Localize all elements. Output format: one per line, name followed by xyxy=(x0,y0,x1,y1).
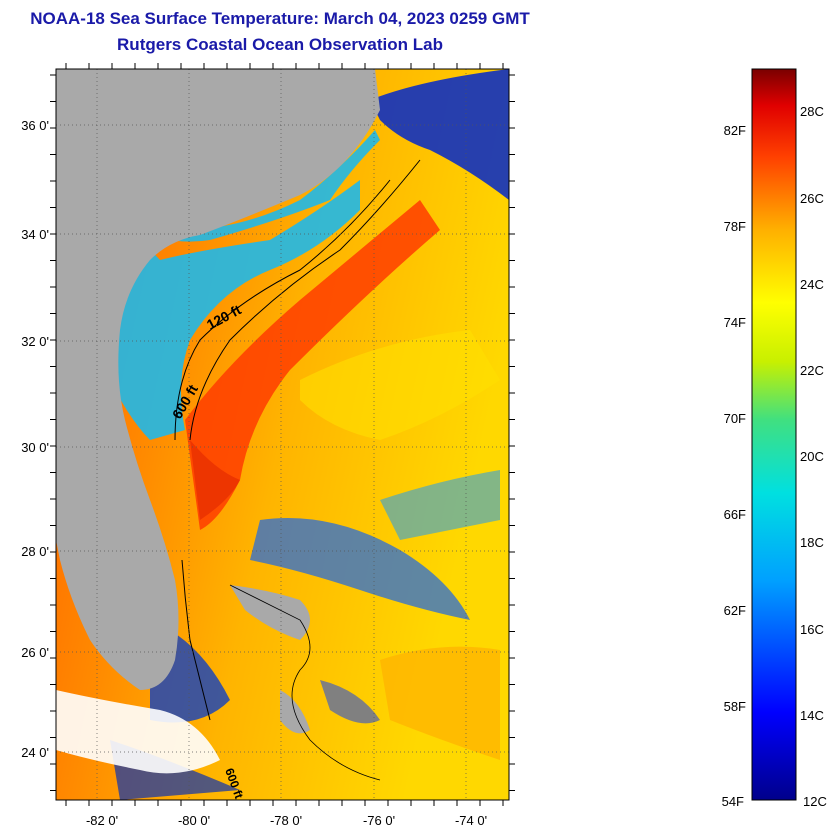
lon-label: -82 0' xyxy=(86,813,118,828)
colorbar-c-label: 16C xyxy=(800,622,824,637)
map-subtitle: Rutgers Coastal Ocean Observation Lab xyxy=(117,35,443,54)
lon-label: -76 0' xyxy=(363,813,395,828)
lon-label: -80 0' xyxy=(178,813,210,828)
colorbar-f-label: 78F xyxy=(724,219,746,234)
colorbar-f-label: 54F xyxy=(722,794,744,809)
coastal-shelf xyxy=(56,130,380,440)
gulf-stream xyxy=(185,200,440,530)
colorbar-c-label: 22C xyxy=(800,363,824,378)
colorbar-c-label: 20C xyxy=(800,449,824,464)
cold-water-north xyxy=(370,69,509,200)
lat-label: 36 0' xyxy=(21,118,49,133)
colorbar-c-label: 24C xyxy=(800,277,824,292)
colorbar-f-label: 70F xyxy=(724,411,746,426)
colorbar-f-label: 58F xyxy=(724,699,746,714)
colorbar-c-label: 18C xyxy=(800,535,824,550)
colorbar-c-label: 14C xyxy=(800,708,824,723)
lat-label: 24 0' xyxy=(21,745,49,760)
colorbar-c-label: 12C xyxy=(803,794,827,809)
lat-label: 34 0' xyxy=(21,227,49,242)
contour-120ft xyxy=(174,179,391,441)
lat-label: 32 0' xyxy=(21,334,49,349)
lat-label: 30 0' xyxy=(21,440,49,455)
contour-600ft xyxy=(189,159,421,441)
lon-label: -78 0' xyxy=(270,813,302,828)
lat-label: 28 0' xyxy=(21,544,49,559)
colorbar xyxy=(751,68,797,801)
colorbar-c-label: 28C xyxy=(800,104,824,119)
colorbar-f-label: 66F xyxy=(724,507,746,522)
colorbar-f-label: 82F xyxy=(724,123,746,138)
lon-label: -74 0' xyxy=(455,813,487,828)
colorbar-c-label: 26C xyxy=(800,191,824,206)
colorbar-f-label: 62F xyxy=(724,603,746,618)
land-mainland xyxy=(56,69,380,690)
map-frame xyxy=(55,68,510,801)
lat-label: 26 0' xyxy=(21,645,49,660)
colorbar-f-label: 74F xyxy=(724,315,746,330)
map-title: NOAA-18 Sea Surface Temperature: March 0… xyxy=(30,9,530,28)
